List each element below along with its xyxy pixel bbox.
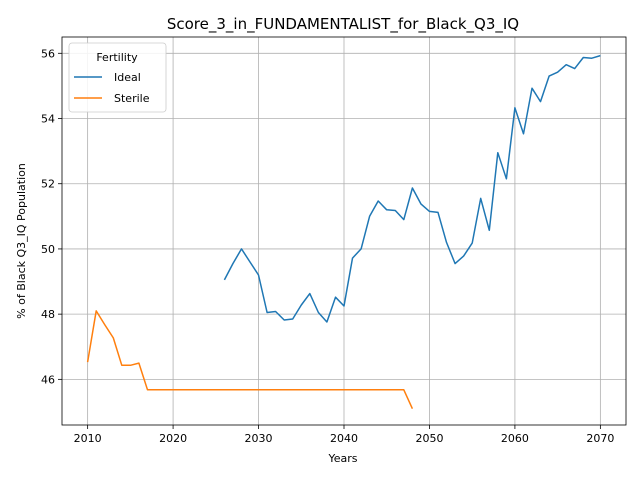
chart-title: Score_3_in_FUNDAMENTALIST_for_Black_Q3_I… — [167, 15, 519, 34]
x-axis-label: Years — [327, 452, 357, 465]
series-line-sterile — [86, 310, 414, 410]
x-tick-label: 2070 — [586, 432, 614, 445]
x-tick-label: 2060 — [501, 432, 529, 445]
series-line-ideal — [223, 54, 601, 323]
x-tick-label: 2040 — [330, 432, 358, 445]
y-axis-ticks: 46 48 50 52 54 56 — [41, 47, 62, 386]
x-tick-label: 2030 — [245, 432, 273, 445]
series-group — [86, 54, 601, 410]
legend-title: Fertility — [96, 51, 138, 64]
y-tick-label: 56 — [41, 47, 55, 60]
legend-label-ideal: Ideal — [114, 71, 141, 84]
x-tick-label: 2020 — [159, 432, 187, 445]
legend-label-sterile: Sterile — [114, 92, 150, 105]
y-tick-label: 54 — [41, 113, 55, 126]
y-axis-label: % of Black Q3_IQ Population — [15, 163, 28, 319]
legend-entries: Ideal Sterile — [74, 71, 150, 105]
y-tick-label: 46 — [41, 373, 55, 386]
y-tick-label: 50 — [41, 243, 55, 256]
x-tick-label: 2050 — [415, 432, 443, 445]
legend: Fertility Ideal Sterile — [68, 42, 167, 113]
x-axis-ticks: 2010 2020 2030 2040 2050 2060 2070 — [74, 425, 614, 445]
legend-box — [68, 42, 167, 113]
y-tick-label: 52 — [41, 178, 55, 191]
x-tick-label: 2010 — [74, 432, 102, 445]
grid — [62, 37, 626, 425]
y-tick-label: 48 — [41, 308, 55, 321]
